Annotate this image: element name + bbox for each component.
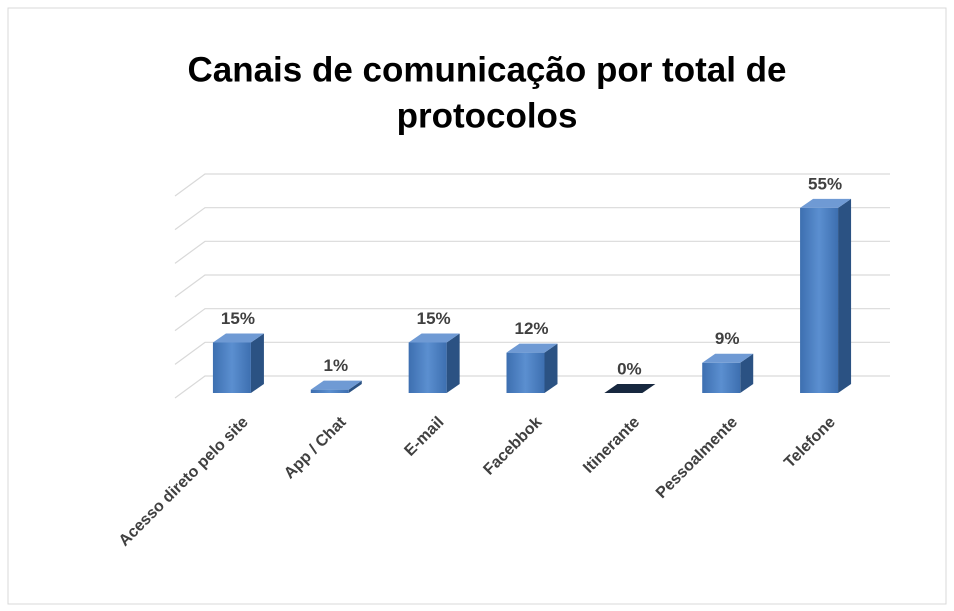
grid-line: [174, 207, 890, 231]
bar-face: [408, 333, 460, 343]
bar-face: [838, 198, 852, 393]
bar: [702, 353, 754, 393]
bar: [212, 333, 264, 393]
grid-line: [174, 375, 890, 399]
data-label: 15%: [417, 309, 451, 328]
bar-face: [446, 333, 460, 393]
chart-border: [7, 7, 947, 605]
bar: [506, 343, 558, 393]
data-label: 12%: [514, 319, 548, 338]
bar-face: [212, 333, 264, 343]
bar-face: [408, 342, 447, 393]
bar-face: [250, 333, 264, 393]
bar-face: [800, 207, 839, 393]
bar-face: [544, 343, 558, 393]
bar-face: [310, 380, 362, 390]
bar: [800, 198, 852, 393]
bar: [604, 384, 656, 393]
bar-face: [702, 362, 741, 393]
bar-face: [702, 353, 754, 363]
chart-title: Canais de comunicação por total de: [187, 50, 786, 89]
grid-line: [174, 240, 890, 264]
grid-line: [174, 173, 890, 197]
bar: [310, 380, 362, 393]
grid-line: [174, 274, 890, 298]
bar-face: [740, 353, 754, 393]
data-label: 0%: [617, 359, 642, 378]
grid-line: [174, 308, 890, 332]
data-label: 55%: [808, 174, 842, 193]
bar-face: [800, 198, 852, 208]
grid-line: [174, 341, 890, 365]
bar-face: [310, 389, 349, 393]
bar-face: [212, 342, 251, 393]
bar-face: [604, 384, 656, 393]
bar: [408, 333, 460, 393]
data-label: 9%: [715, 329, 740, 348]
bar-face: [348, 380, 362, 393]
bar-face: [506, 343, 558, 353]
data-label: 1%: [323, 356, 348, 375]
chart-title: protocolos: [397, 96, 578, 135]
data-label: 15%: [221, 309, 255, 328]
bar-face: [506, 352, 545, 393]
